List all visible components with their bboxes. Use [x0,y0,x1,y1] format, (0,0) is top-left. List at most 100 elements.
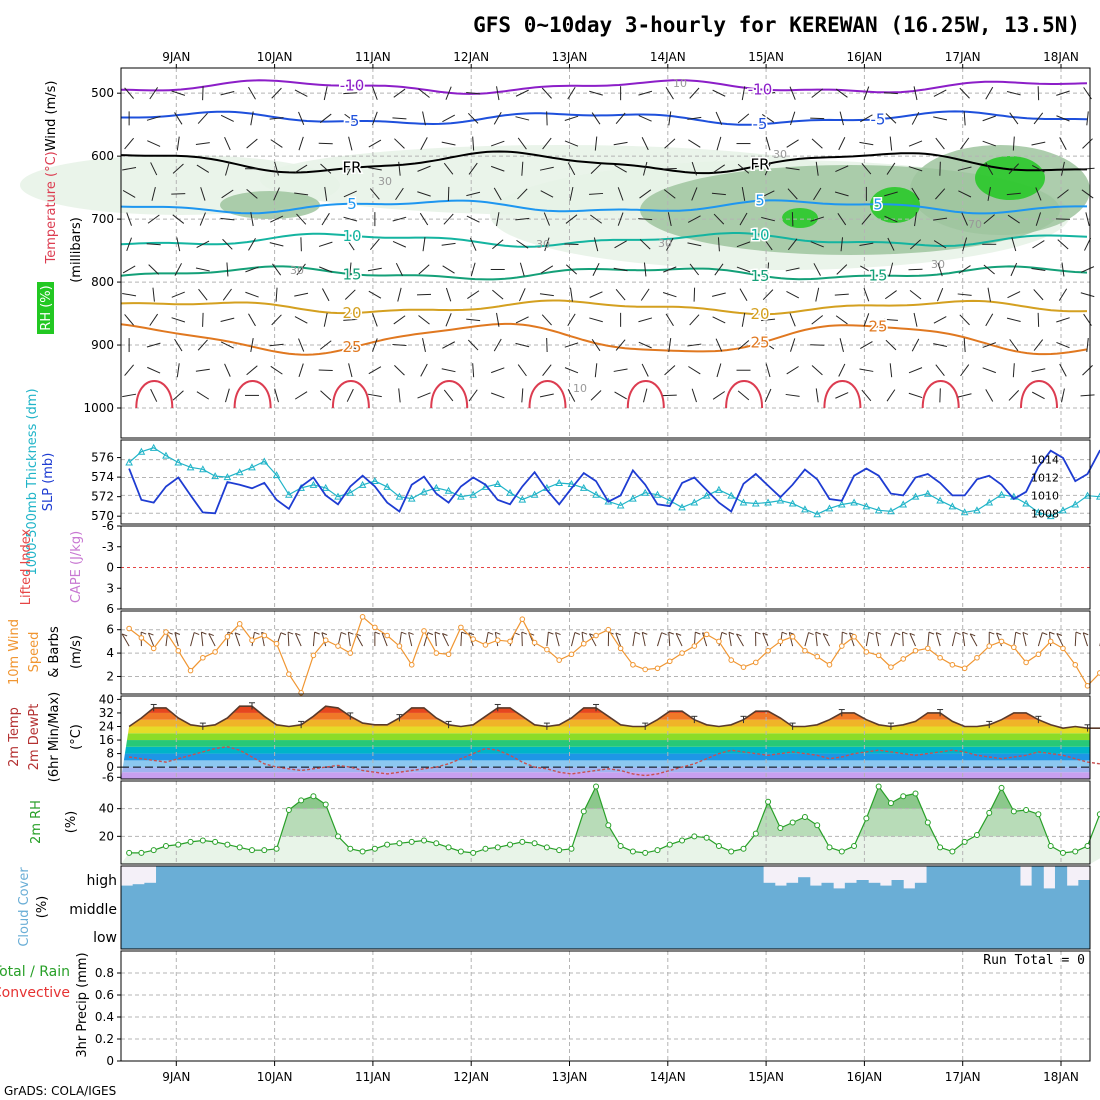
wind-barb [909,633,916,647]
upper-wind-barb [422,237,426,252]
upper-wind-barb [785,393,800,397]
cloud-bar [307,922,320,949]
cloud-bar [482,922,496,949]
upper-wind-barb [348,136,353,151]
wind-ylabel-2-part: Speed [27,632,42,673]
upper-wind-barb [147,366,161,374]
isotherm-30-loop [725,380,764,409]
upper-wind-barb [614,164,627,173]
wind-speed-point [261,632,268,639]
cloud-bar [798,894,811,922]
cloud-bar [249,922,262,949]
upper-wind-barb [836,264,848,275]
upper-wind-barb [344,289,356,300]
upper-wind-barb [861,213,872,225]
upper-wind-barb [815,388,819,403]
isotherm-label: 25 [342,338,361,356]
cloud-bar [144,894,157,922]
upper-wind-barb [467,112,479,124]
temp-tick-label: 0 [106,760,114,774]
upper-wind-barb [908,392,923,399]
thickness-point [727,491,736,499]
upper-wind-barb [149,313,159,326]
precip-conv-label: Convective [0,985,70,1001]
upper-wind-barb [564,367,579,374]
cloud-bar [121,894,134,922]
cloud-bar [564,866,577,894]
lifted-index-tick-label: -6 [102,519,114,533]
wind-speed-point [666,658,673,665]
cloud-bar [728,866,741,894]
wind-barb-flag [174,632,181,635]
cloud-bar [587,866,601,894]
upper-wind-barb [667,212,672,227]
cloud-bar [167,922,180,949]
cloud-bar [156,894,169,922]
upper-wind-barb [348,363,353,378]
wind-barb-flag [434,631,441,635]
date-label-bottom: 14JAN [650,1070,686,1084]
cloud-bar [249,894,262,922]
cloud-level-high: high [86,873,117,889]
wind-ylabel-3: & Barbs [47,626,62,678]
rh-point [408,838,415,845]
rh-point [961,838,968,845]
upper-wind-barb [200,187,206,201]
rh-point [863,815,870,822]
wind-barb [849,632,855,647]
upper-wind-barb [349,262,352,277]
upper-wind-barb [171,291,185,298]
cloud-bar [447,894,461,922]
lifted-index-ylabel-part: Lifted Index [19,528,34,605]
rh-point [359,848,366,855]
upper-wind-barb [689,263,700,276]
cloud-bar [436,866,449,894]
upper-wind-barb [150,162,158,176]
cloud-bar [436,922,449,949]
wind-speed-point [654,665,661,672]
rh-shading [220,191,320,219]
upper-wind-barb [1059,363,1067,377]
temp-ylabel-4-part: (°C) [69,724,84,750]
thickness-point [997,490,1006,498]
thickness-point [457,492,465,500]
thickness-point [309,480,318,488]
cloud-bar [926,866,939,894]
upper-wind-barb [687,242,702,247]
cloud-bar [646,894,659,922]
wind-speed-point [740,664,747,670]
upper-wind-barb [1080,394,1095,397]
upper-wind-barb [1086,111,1089,126]
upper-wind-barb [689,87,700,99]
thickness-point [198,465,207,473]
upper-wind-barb [1012,363,1015,378]
wind-barb-flag [287,631,294,635]
cloud-bar [319,866,332,894]
wind-speed-point [544,646,550,653]
wind-barb [1056,633,1064,647]
upper-wind-barb [739,212,748,226]
upper-wind-barb [741,86,746,101]
thickness-point [530,490,539,498]
upper-wind-barb [668,111,672,126]
upper-wind-barb [643,388,648,403]
wind-barb-flag [495,631,501,635]
upper-wind-barb [567,162,576,176]
upper-wind-barb [324,186,328,201]
upper-wind-barb [417,191,431,197]
thickness-point [739,498,748,506]
upper-wind-barb [863,313,870,327]
upper-wind-barb [715,111,723,125]
upper-wind-barb [834,293,849,296]
upper-wind-barb [982,115,996,122]
upper-wind-barb [665,86,674,100]
chart-title: GFS 0~10day 3-hourly for KEREWAN (16.25W… [473,13,1080,37]
wind-barb-flag [675,632,682,636]
thickness-point [334,492,342,500]
wind-speed-point [212,649,218,655]
upper-wind-barb [420,137,428,150]
upper-wind-barb [564,115,579,122]
cloud-bar [284,922,297,949]
upper-wind-barb [1080,167,1095,170]
date-label-bottom: 15JAN [748,1070,784,1084]
